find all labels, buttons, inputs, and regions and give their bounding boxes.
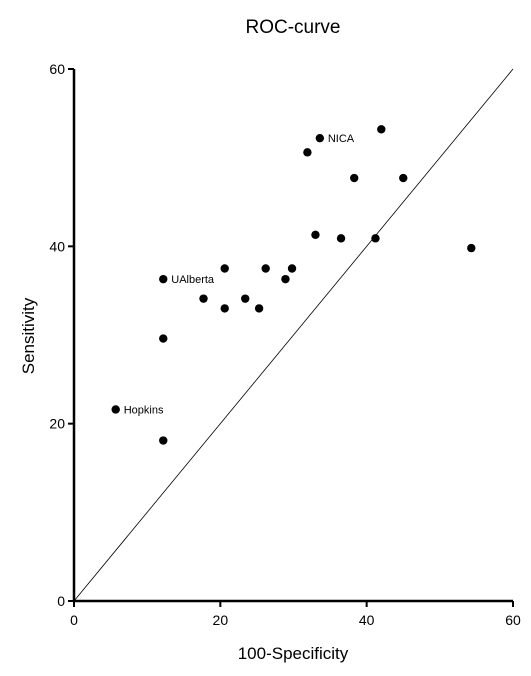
x-tick-label-60: 60 bbox=[505, 612, 521, 628]
data-point-7 bbox=[220, 264, 229, 273]
x-tick-label-20: 20 bbox=[213, 612, 229, 628]
chart-title: ROC-curve bbox=[245, 17, 340, 38]
data-point-14 bbox=[311, 230, 320, 240]
point-label-hopkins: Hopkins bbox=[124, 404, 164, 416]
reference-diagonal-line bbox=[73, 68, 514, 602]
data-point-3 bbox=[159, 334, 168, 343]
data-point-6 bbox=[220, 304, 229, 313]
data-point-5 bbox=[199, 294, 208, 303]
y-axis-label: Sensitivity bbox=[19, 297, 38, 374]
data-point-1 bbox=[111, 405, 120, 414]
y-tick-label-0: 0 bbox=[57, 593, 65, 609]
x-tick-label-0: 0 bbox=[70, 612, 78, 628]
data-point-4 bbox=[159, 274, 168, 284]
data-point-20 bbox=[399, 173, 408, 183]
data-point-15 bbox=[315, 133, 325, 143]
data-point-17 bbox=[350, 173, 359, 183]
point-label-ualberta: UAlberta bbox=[171, 274, 215, 286]
plot-area: 0 20 40 60 0 20 40 60 Hopkins UAlberta NICA bbox=[49, 61, 521, 628]
point-label-nica: NICA bbox=[328, 133, 355, 145]
y-tick-label-20: 20 bbox=[49, 416, 65, 432]
data-point-8 bbox=[241, 294, 250, 303]
data-point-13 bbox=[303, 148, 312, 157]
y-tick-label-60: 60 bbox=[49, 61, 65, 77]
x-tick-label-40: 40 bbox=[359, 612, 375, 628]
data-point-16 bbox=[336, 234, 346, 243]
data-point-12 bbox=[287, 264, 297, 273]
x-axis-label: 100-Specificity bbox=[238, 644, 349, 663]
data-point-9 bbox=[254, 304, 264, 313]
data-point-18 bbox=[371, 234, 380, 243]
y-tick-label-40: 40 bbox=[49, 238, 65, 254]
data-point-11 bbox=[281, 274, 290, 284]
data-point-19 bbox=[377, 125, 386, 134]
data-point-10 bbox=[261, 264, 270, 273]
data-point-2 bbox=[159, 436, 168, 445]
data-point-21 bbox=[467, 243, 476, 253]
